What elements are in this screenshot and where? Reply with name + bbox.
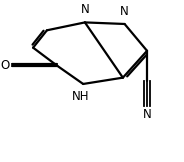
Text: N: N — [143, 108, 151, 121]
Text: O: O — [1, 59, 10, 72]
Text: N: N — [81, 3, 89, 16]
Text: N: N — [120, 5, 129, 18]
Text: NH: NH — [72, 90, 89, 103]
